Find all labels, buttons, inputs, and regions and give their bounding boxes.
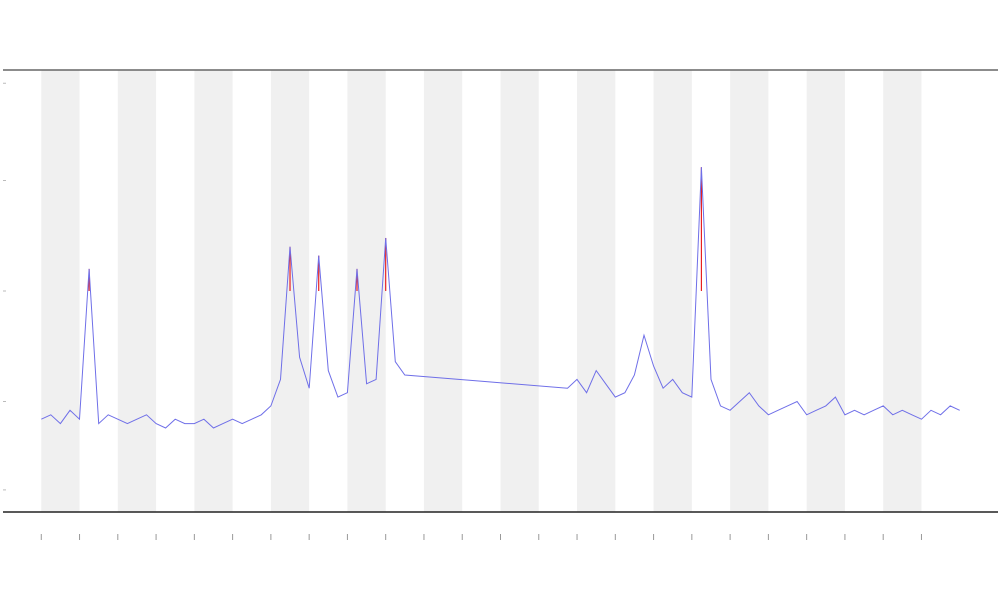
background-band: [41, 70, 80, 512]
background-band: [194, 70, 233, 512]
background-band: [730, 70, 769, 512]
background-band: [117, 70, 157, 512]
background-band: [347, 70, 386, 512]
background-band: [883, 70, 922, 512]
background-band: [500, 70, 539, 512]
background-band: [577, 70, 616, 512]
data-line: [41, 167, 960, 429]
background-band: [423, 70, 463, 512]
background-band: [806, 70, 845, 512]
background-band: [653, 70, 692, 512]
